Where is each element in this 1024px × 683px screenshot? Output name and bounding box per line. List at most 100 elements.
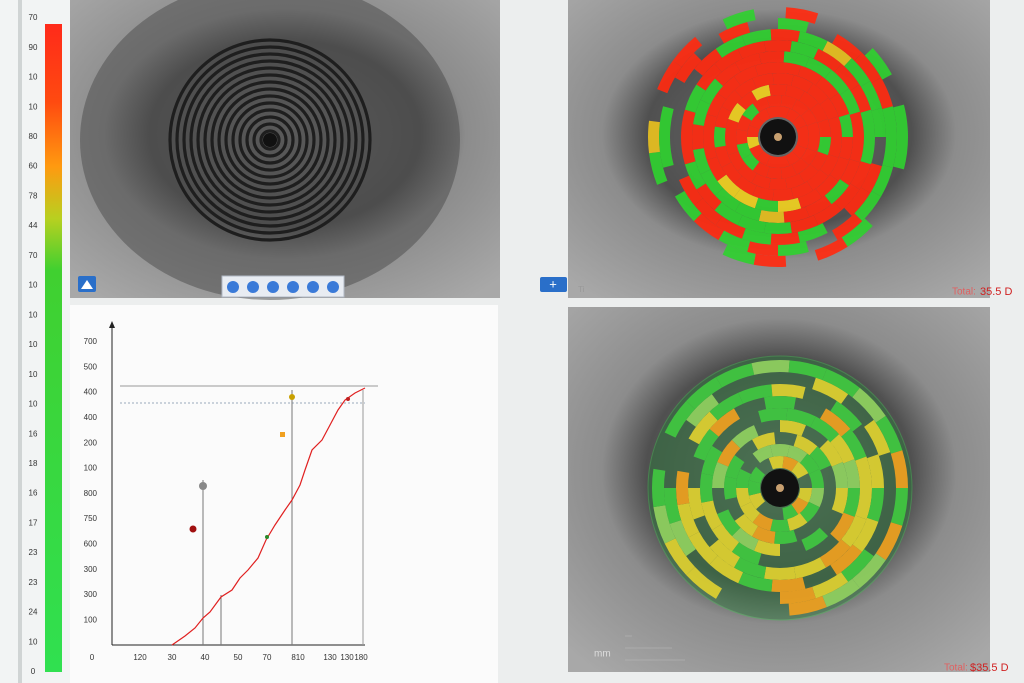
- map-segment: [797, 65, 823, 86]
- scale-label: 0: [31, 667, 36, 676]
- y-tick-label: 400: [84, 388, 98, 397]
- map-segment: [653, 505, 676, 544]
- map-segment: [731, 425, 759, 449]
- scale-lines: [625, 635, 685, 661]
- unit-label: mm: [594, 649, 611, 660]
- map-segment: [711, 523, 740, 552]
- map-segment: [799, 91, 819, 111]
- map-segment: [678, 175, 703, 206]
- map-segment: [808, 488, 824, 508]
- map-segment: [748, 492, 766, 510]
- map-segment: [770, 231, 800, 246]
- view-icon: [81, 280, 93, 289]
- map-segment: [714, 62, 741, 86]
- map-segment: [712, 461, 729, 488]
- map-segment: [875, 522, 903, 561]
- map-segment: [740, 501, 761, 523]
- map-segment: [801, 527, 829, 551]
- map-segment: [766, 106, 778, 119]
- map-segment: [820, 539, 851, 568]
- map-segment: [860, 80, 882, 111]
- map-segment: [785, 7, 819, 24]
- total-value: 35.5 D: [980, 286, 1012, 298]
- map-segment: [890, 488, 908, 526]
- map-segment: [834, 183, 860, 211]
- pupil: [263, 133, 277, 147]
- map-segment: [696, 183, 722, 211]
- map-segment: [871, 107, 886, 137]
- map-segment: [714, 201, 743, 226]
- map-segment: [831, 488, 848, 515]
- map-segment: [841, 515, 867, 548]
- map-segment: [718, 230, 751, 252]
- map-segment: [752, 96, 770, 113]
- map-segment: [681, 109, 696, 137]
- tool-button[interactable]: [247, 281, 259, 293]
- x-tick-label: 120: [133, 653, 147, 662]
- map-segment: [752, 513, 773, 531]
- map-segment: [694, 48, 723, 76]
- point: [280, 432, 285, 437]
- scale-label: 16: [29, 489, 38, 498]
- tool-button[interactable]: [227, 281, 239, 293]
- tool-button[interactable]: [327, 281, 339, 293]
- map-segment: [788, 360, 827, 381]
- map-segment: [728, 102, 746, 123]
- map-segment: [677, 503, 700, 538]
- map-segment: [805, 195, 832, 218]
- map-segment: [814, 237, 848, 261]
- refractive-map: [647, 355, 913, 621]
- map-segment: [749, 144, 764, 159]
- map-segment: [764, 222, 792, 234]
- map-segment: [715, 35, 746, 58]
- map-segment: [855, 456, 872, 488]
- map-segment: [747, 241, 778, 256]
- map-segment: [714, 126, 726, 148]
- add-button[interactable]: [540, 277, 567, 292]
- map-segment: [797, 488, 812, 503]
- tool-button[interactable]: [307, 281, 319, 293]
- point: [289, 394, 295, 400]
- map-segment: [813, 201, 842, 226]
- map-segment: [799, 163, 819, 183]
- point: [189, 525, 197, 533]
- scale-label: 18: [29, 459, 38, 468]
- map-segment: [810, 102, 828, 123]
- map-segment: [700, 169, 724, 196]
- map-segment: [806, 169, 829, 191]
- ring: [217, 87, 323, 193]
- map-segment: [815, 174, 839, 198]
- map-segment: [778, 241, 809, 256]
- map-segment: [800, 108, 818, 126]
- map-segment: [860, 137, 875, 165]
- x-tick-label: 70: [263, 653, 272, 662]
- map-segment: [742, 153, 760, 171]
- map-segment: [783, 51, 810, 68]
- map-segment: [738, 384, 773, 404]
- tool-button[interactable]: [267, 281, 279, 293]
- map-segment: [692, 99, 711, 126]
- map-segment: [764, 39, 792, 52]
- map-segment: [752, 432, 776, 450]
- map-segment: [831, 461, 848, 488]
- toolbar: [221, 275, 345, 298]
- map-segment: [822, 368, 860, 398]
- map-segment: [736, 488, 752, 508]
- map-segment: [824, 69, 850, 95]
- map-segment: [725, 137, 739, 156]
- map-segment: [688, 488, 705, 520]
- map-segment: [701, 445, 723, 476]
- map-segment: [709, 555, 744, 584]
- ring: [203, 73, 337, 207]
- map-segment: [721, 89, 743, 112]
- map-segment: [735, 201, 762, 221]
- map-segment: [681, 137, 696, 165]
- map-segment: [736, 142, 752, 160]
- map-segment: [669, 520, 696, 557]
- map-segment: [852, 517, 879, 552]
- tool-button[interactable]: [287, 281, 299, 293]
- map-segment: [758, 408, 788, 423]
- ring: [231, 101, 309, 179]
- map-segment: [756, 151, 771, 166]
- map-segment: [753, 539, 780, 556]
